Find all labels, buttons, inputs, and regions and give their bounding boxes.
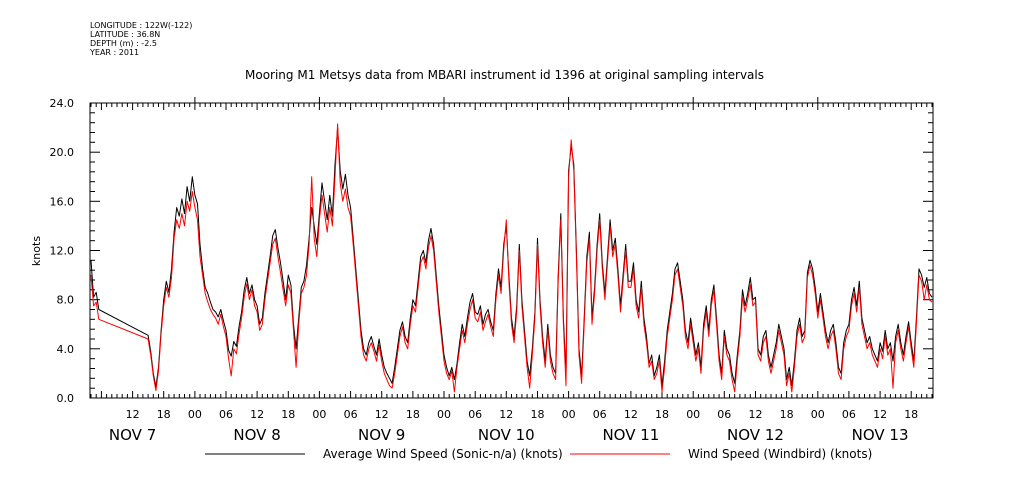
legend-label-windbird-speed: Wind Speed (Windbird) (knots)	[688, 447, 872, 461]
x-tick-label: 06	[219, 408, 233, 421]
x-tick-label: 12	[250, 408, 264, 421]
y-tick-label: 4.0	[57, 343, 75, 356]
x-day-label: NOV 8	[233, 426, 280, 444]
x-tick-label: 18	[157, 408, 171, 421]
x-tick-label: 18	[406, 408, 420, 421]
x-tick-label: 18	[780, 408, 794, 421]
year-text: YEAR : 2011	[90, 48, 140, 57]
x-day-label: NOV 7	[109, 426, 156, 444]
x-tick-label: 18	[904, 408, 918, 421]
x-tick-label: 12	[749, 408, 763, 421]
y-axis-label: knots	[30, 236, 43, 266]
series-line-average-wind-speed	[90, 127, 933, 388]
x-tick-label: 00	[562, 408, 576, 421]
x-tick-label: 18	[281, 408, 295, 421]
x-tick-label: 18	[655, 408, 669, 421]
y-tick-label: 8.0	[57, 294, 75, 307]
y-tick-label: 24.0	[50, 97, 75, 110]
y-tick-label: 0.0	[57, 392, 75, 405]
y-tick-label: 16.0	[50, 195, 75, 208]
x-day-label: NOV 10	[478, 426, 535, 444]
series-layer	[90, 123, 933, 393]
x-tick-label: 12	[624, 408, 638, 421]
x-tick-label: 12	[126, 408, 140, 421]
axis-ticks: 12 18 00 06 12 18 00 06 12 18 00 06 12 18 00 06 12 18 00 06…	[50, 97, 933, 444]
latitude-text: LATITUDE : 36.8N	[90, 30, 161, 39]
x-tick-label: 12	[375, 408, 389, 421]
x-tick-label: 06	[344, 408, 358, 421]
x-tick-label: 00	[188, 408, 202, 421]
x-tick-label: 12	[873, 408, 887, 421]
series-line-windbird-speed	[90, 123, 933, 393]
depth-text: DEPTH (m) : -2.5	[90, 39, 157, 48]
x-day-label: NOV 11	[602, 426, 659, 444]
chart-title: Mooring M1 Metsys data from MBARI instru…	[245, 68, 764, 82]
x-tick-label: 06	[842, 408, 856, 421]
x-tick-label: 06	[593, 408, 607, 421]
y-tick-label: 12.0	[50, 245, 75, 258]
x-day-label: NOV 12	[727, 426, 784, 444]
x-tick-label: 00	[312, 408, 326, 421]
x-tick-label: 00	[686, 408, 700, 421]
x-day-label: NOV 13	[852, 426, 909, 444]
plot-frame	[89, 102, 934, 399]
x-tick-label: 00	[811, 408, 825, 421]
x-tick-label: 00	[437, 408, 451, 421]
y-tick-label: 20.0	[50, 146, 75, 159]
longitude-text: LONGITUDE : 122W(-122)	[90, 21, 193, 30]
mooring-header: LONGITUDE : 122W(-122) LATITUDE : 36.8N …	[90, 21, 192, 57]
x-tick-label: 06	[717, 408, 731, 421]
legend: Average Wind Speed (Sonic-n/a) (knots) W…	[205, 447, 872, 461]
x-tick-label: 18	[531, 408, 545, 421]
x-day-label: NOV 9	[358, 426, 405, 444]
x-tick-label: 06	[468, 408, 482, 421]
x-tick-label: 12	[499, 408, 513, 421]
legend-label-average-wind-speed: Average Wind Speed (Sonic-n/a) (knots)	[323, 447, 563, 461]
